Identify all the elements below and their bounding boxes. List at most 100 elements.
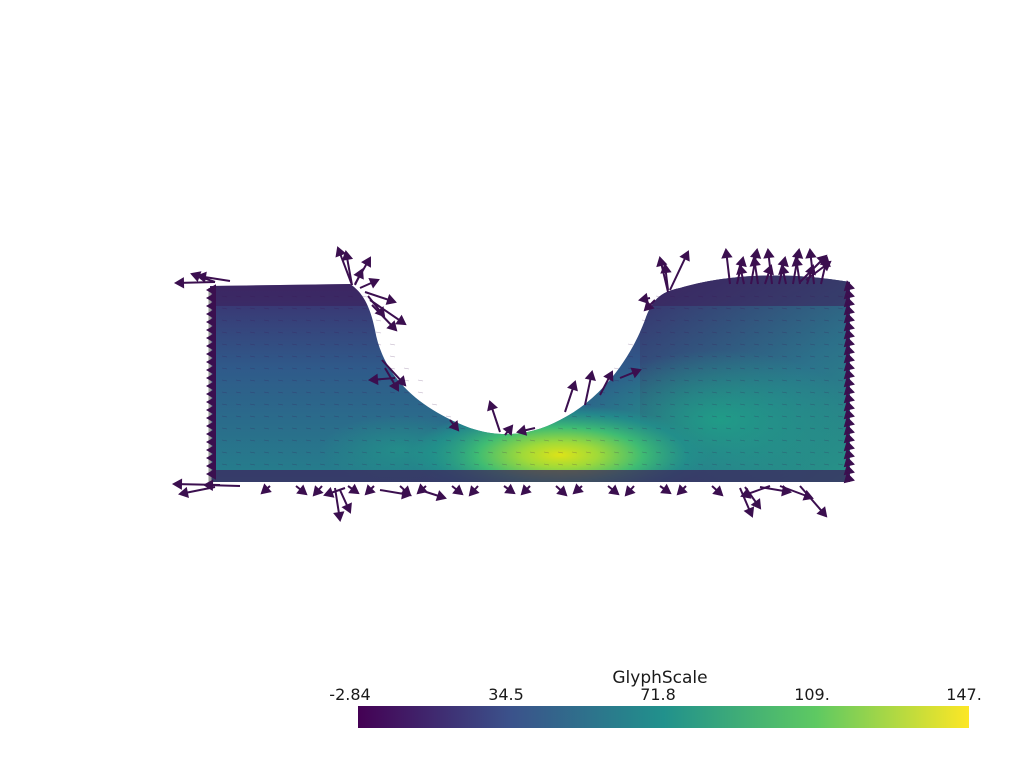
field-arrow <box>781 319 788 322</box>
field-arrow <box>683 439 690 442</box>
field-arrow <box>641 331 648 334</box>
glyph-arrowhead <box>348 483 360 495</box>
glyph-arrowhead <box>205 436 216 448</box>
field-arrow <box>571 415 578 418</box>
field-arrow <box>599 391 606 394</box>
field-arrow <box>711 427 718 430</box>
glyph-arrowhead <box>395 375 407 387</box>
field-arrow <box>431 427 438 430</box>
glyph-arrowhead <box>205 364 216 376</box>
glyph-arrowhead <box>448 420 460 432</box>
glyph-arrowhead <box>516 424 528 436</box>
field-arrow <box>319 295 326 298</box>
glyph-arrowhead <box>584 370 596 382</box>
field-arrow <box>809 295 816 298</box>
glyph-arrowhead <box>368 278 380 289</box>
field-arrow <box>809 463 816 466</box>
field-arrow <box>725 403 732 406</box>
field-arrow <box>235 307 242 310</box>
field-arrow <box>305 295 312 298</box>
glyph-arrowhead <box>843 384 855 396</box>
field-arrow <box>655 391 662 394</box>
field-arrow <box>361 331 368 334</box>
field-arrow <box>585 427 592 430</box>
field-arrow <box>683 331 690 334</box>
field-arrow <box>669 343 676 346</box>
field-arrow <box>347 415 354 418</box>
field-arrow <box>305 331 312 334</box>
field-arrow <box>235 415 242 418</box>
field-arrow <box>753 295 760 298</box>
field-arrow <box>613 367 620 370</box>
field-arrow <box>375 355 382 358</box>
field-arrow <box>221 439 228 442</box>
field-arrow <box>739 415 746 418</box>
field-arrow <box>361 427 368 430</box>
field-arrow <box>305 307 312 310</box>
field-arrow <box>347 439 354 442</box>
field-arrow <box>543 463 550 466</box>
field-arrow <box>221 367 228 370</box>
field-arrow <box>837 451 844 454</box>
field-arrow <box>823 343 830 346</box>
field-arrow <box>781 415 788 418</box>
field-arrow <box>305 403 312 406</box>
field-arrow <box>389 379 396 382</box>
field-arrow <box>431 451 438 454</box>
field-arrow <box>333 367 340 370</box>
field-arrow <box>263 415 270 418</box>
field-arrow <box>305 427 312 430</box>
field-arrow <box>837 295 844 298</box>
field-arrow <box>599 415 606 418</box>
field-arrow <box>697 331 704 334</box>
field-arrow <box>683 367 690 370</box>
glyph-arrowhead <box>791 248 804 259</box>
glyph-arrowhead <box>367 373 379 386</box>
field-arrow <box>795 439 802 442</box>
field-arrow <box>249 331 256 334</box>
field-arrow <box>473 451 480 454</box>
field-arrow <box>529 451 536 454</box>
field-arrow <box>235 439 242 442</box>
field-arrow <box>795 415 802 418</box>
field-arrow <box>655 439 662 442</box>
field-arrow <box>571 463 578 466</box>
field-arrow <box>837 343 844 346</box>
field-arrow <box>319 439 326 442</box>
field-arrow <box>319 367 326 370</box>
glyph-arrowhead <box>843 424 855 436</box>
field-arrow <box>403 439 410 442</box>
field-arrow <box>725 439 732 442</box>
field-arrow <box>375 427 382 430</box>
glyph-arrowhead <box>335 246 347 258</box>
field-arrow <box>781 403 788 406</box>
field-arrow <box>753 415 760 418</box>
glyph-arrowhead <box>202 479 214 491</box>
field-arrow <box>347 343 354 346</box>
field-arrow <box>473 439 480 442</box>
field-arrow <box>291 391 298 394</box>
field-arrow <box>375 439 382 442</box>
field-arrow <box>403 403 410 406</box>
field-arrow <box>291 355 298 358</box>
glyph-arrowhead <box>205 412 216 424</box>
field-arrow <box>655 427 662 430</box>
field-arrow <box>249 295 256 298</box>
glyph-arrowhead <box>630 367 642 379</box>
field-arrow <box>305 451 312 454</box>
field-arrow <box>585 463 592 466</box>
field-arrow <box>627 355 634 358</box>
field-arrow <box>291 463 298 466</box>
scalar-bar-tick: 109. <box>794 685 830 704</box>
field-arrow <box>683 391 690 394</box>
glyph-arrowhead <box>603 370 614 382</box>
glyph-arrowhead <box>791 256 803 267</box>
field-arrow <box>837 319 844 322</box>
field-arrow <box>319 403 326 406</box>
field-arrow <box>291 451 298 454</box>
field-arrow <box>767 343 774 346</box>
field-arrow <box>683 451 690 454</box>
field-arrow <box>473 463 480 466</box>
